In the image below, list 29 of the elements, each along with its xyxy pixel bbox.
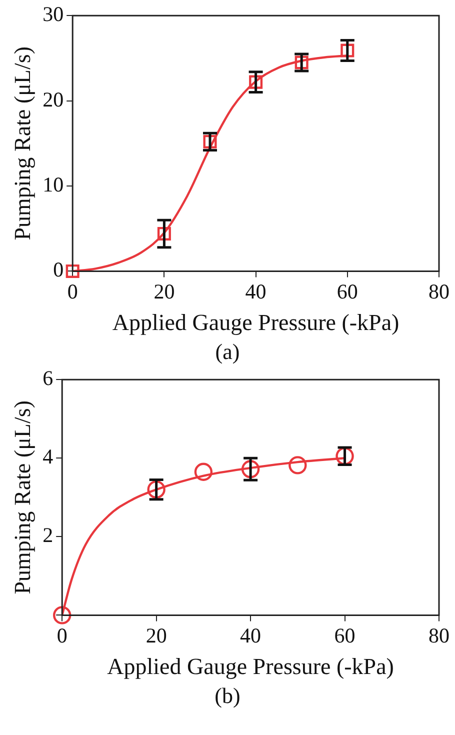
x-tick-label: 20 bbox=[146, 623, 167, 648]
y-tick-label: 6 bbox=[42, 366, 54, 390]
y-tick-label: 30 bbox=[42, 2, 64, 26]
point bbox=[53, 606, 72, 624]
x-axis-title: Applied Gauge Pressure (-kPa) bbox=[107, 654, 394, 680]
x-tick-label: 40 bbox=[240, 623, 262, 648]
point bbox=[249, 75, 263, 89]
x-tick-label: 60 bbox=[334, 623, 356, 648]
point bbox=[241, 460, 260, 478]
y-tick-label: 20 bbox=[42, 87, 64, 112]
point bbox=[288, 456, 307, 474]
x-tick-label: 40 bbox=[245, 279, 266, 304]
y-tick-label: 4 bbox=[42, 444, 54, 469]
x-tick-label: 80 bbox=[428, 279, 450, 304]
x-tick-label: 60 bbox=[336, 279, 358, 304]
point bbox=[194, 462, 213, 481]
y-axis-title: Pumping Rate (μL/s) bbox=[10, 400, 35, 594]
text: (a) bbox=[214, 339, 241, 364]
x-tick-label: 80 bbox=[428, 623, 450, 648]
y-axis-title: Pumping Rate (μL/s) bbox=[10, 46, 35, 240]
text: (b) bbox=[214, 683, 242, 708]
x-axis-title: Applied Gauge Pressure (-kPa) bbox=[112, 310, 400, 336]
y-tick-label: 2 bbox=[42, 523, 54, 548]
y-tick-label: 10 bbox=[42, 172, 64, 197]
y-tick-label: 0 bbox=[53, 258, 64, 282]
point bbox=[66, 264, 80, 278]
x-tick-label: 20 bbox=[154, 279, 175, 304]
point bbox=[340, 44, 354, 58]
point bbox=[157, 226, 171, 240]
